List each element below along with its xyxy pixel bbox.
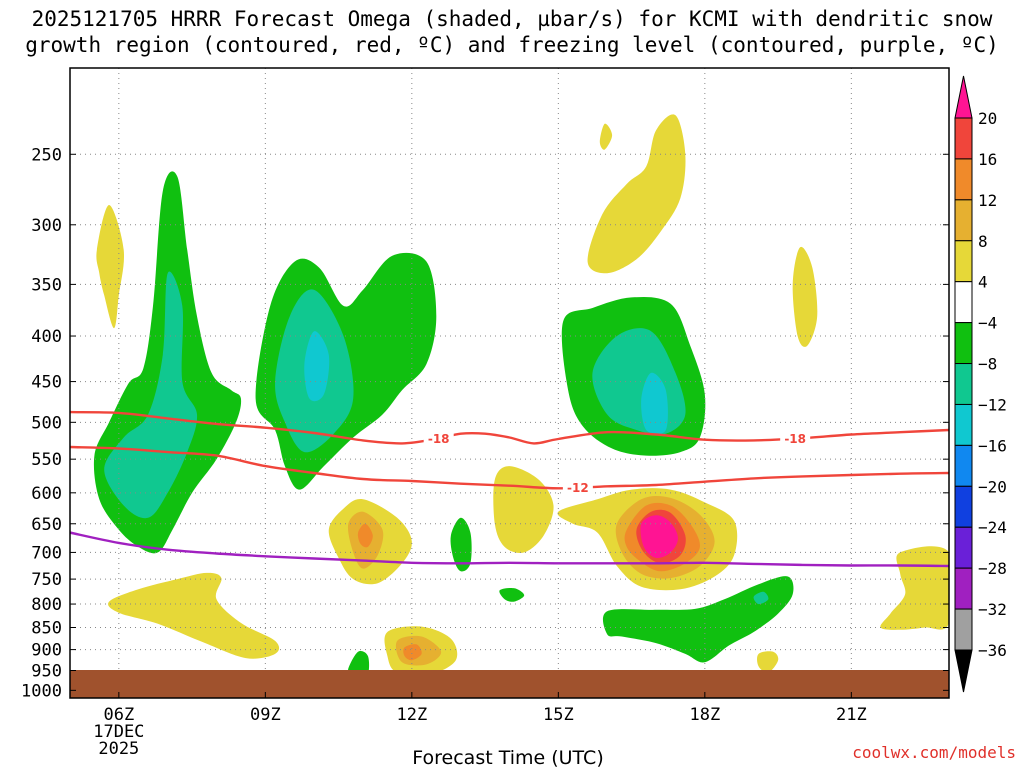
y-tick-label-950: 950 [31,662,62,682]
x-axis-title: Forecast Time (UTC) [412,747,603,768]
y-tick-label-350: 350 [31,275,62,295]
colorbar-band-7 [954,403,973,446]
y-tick-label-900: 900 [31,641,62,661]
ground-surface [70,670,949,698]
omega-region-27-level-4 [587,114,686,274]
y-tick-label-750: 750 [31,570,62,590]
x-tick-label-21Z: 21Z [836,705,867,725]
omega-region-7-level-neg16 [641,372,668,435]
chart-title: 2025121705 HRRR Forecast Omega (shaded, … [0,6,1024,58]
colorbar-label-12: −32 [978,600,1007,619]
omega-region-4-level-neg16 [304,331,330,402]
omega-region-29-level-4 [792,246,818,347]
colorbar-label-3: 8 [978,232,988,251]
x-tick-label-18Z: 18Z [689,705,720,725]
omega-region-14-level-4 [108,572,280,659]
colorbar-band-4 [954,281,973,324]
omega-region-11-level-neg8 [499,587,525,602]
y-tick-label-850: 850 [31,618,62,638]
y-axis: 250 300 350 400 450 500 550 600 650 700 750 800 850 9… [21,145,949,701]
y-tick-label-600: 600 [31,484,62,504]
colorbar-band-0 [954,117,973,160]
colorbar-label-0: 20 [978,109,997,128]
omega-region-13-level-4 [96,205,125,329]
contour-label-2: -12 [567,481,589,495]
isotherm-line-minus18 [70,410,949,445]
colorbar-band-8 [954,444,973,487]
colorbar: 20 16 12 8 4 −4 −8 −12 −16 −20 −24 −28 −32 −36 [954,75,1007,693]
x-tick-label-09Z: 09Z [250,705,281,725]
omega-region-28-level-4 [599,123,613,150]
contour-label-1: -18 [784,432,806,446]
x-tick-label-15Z: 15Z [543,705,574,725]
colorbar-label-9: −20 [978,477,1007,496]
colorbar-band-2 [954,199,973,242]
colorbar-label-7: −12 [978,395,1007,414]
x-tick-label-06Z: 06Z [103,705,134,725]
colorbar-label-10: −24 [978,518,1007,537]
y-tick-label-650: 650 [31,515,62,535]
omega-region-9-level-neg12 [753,591,769,605]
colorbar-band-12 [954,608,973,651]
source-credit: coolwx.com/models [852,743,1016,762]
chart-title-line-2: growth region (contoured, red, ºC) and f… [25,33,999,57]
y-tick-label-700: 700 [31,543,62,563]
date-label-0: 17DEC [93,722,144,742]
y-tick-label-1000: 1000 [21,681,62,701]
date-label-1: 2025 [98,739,139,759]
chart-title-line-1: 2025121705 HRRR Forecast Omega (shaded, … [31,7,993,31]
plot-frame [69,67,950,699]
y-tick-label-550: 550 [31,450,62,470]
y-tick-label-800: 800 [31,595,62,615]
colorbar-label-13: −36 [978,641,1007,660]
contour-label-bg-0 [423,430,454,446]
y-tick-label-300: 300 [31,216,62,236]
omega-region-10-level-neg8 [450,517,472,572]
omega-region-31-level-4 [880,546,949,630]
y-tick-label-500: 500 [31,413,62,433]
colorbar-band-6 [954,363,973,405]
colorbar-label-11: −28 [978,559,1007,578]
omega-region-26-level-20 [640,515,678,559]
colorbar-label-4: 4 [978,273,988,292]
contour-label-bg-1 [780,430,811,446]
y-tick-label-250: 250 [31,145,62,165]
isotherm-line-freezing [70,531,949,568]
colorbar-band-11 [954,567,973,610]
y-tick-label-450: 450 [31,373,62,393]
colorbar-band-9 [954,485,973,528]
temperature-contours: -18 -18 -12 [70,410,949,568]
omega-region-8-level-neg8 [602,576,794,663]
colorbar-band-3 [954,240,973,283]
omega-region-30-level-4 [757,651,779,673]
colorbar-label-5: −4 [978,314,997,333]
contour-label-bg-2 [562,479,593,495]
y-tick-label-400: 400 [31,327,62,347]
colorbar-top-arrow [954,75,973,119]
colorbar-label-2: 12 [978,191,997,210]
isotherm-line-minus12 [70,445,949,490]
contour-label-0: -18 [428,432,450,446]
colorbar-label-8: −16 [978,436,1007,455]
omega-region-1-level-neg12 [104,271,198,519]
x-tick-label-12Z: 12Z [396,705,427,725]
omega-region-17-level-12 [357,523,373,548]
omega-region-20-level-12 [403,644,422,661]
colorbar-bottom-arrow [954,649,973,693]
colorbar-label-1: 16 [978,150,997,169]
colorbar-band-10 [954,526,973,569]
gridlines [70,68,949,698]
colorbar-band-5 [954,322,973,365]
colorbar-label-6: −8 [978,355,997,374]
colorbar-band-1 [954,158,973,201]
